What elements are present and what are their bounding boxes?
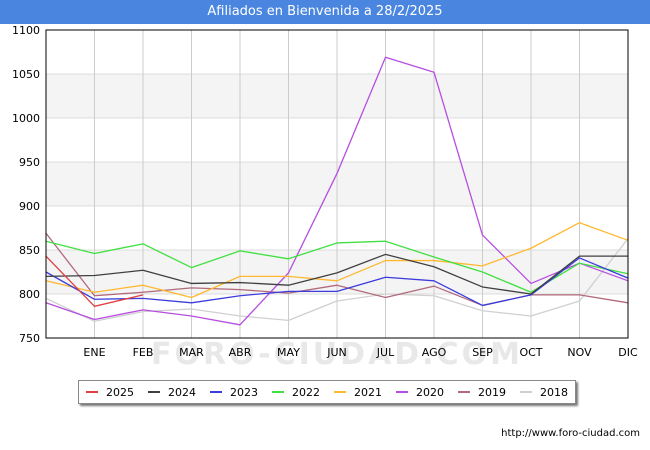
legend-swatch — [396, 391, 408, 393]
legend-item-2021: 2021 — [334, 386, 382, 399]
legend: 2025 2024 2023 2022 2021 2020 2019 2018 — [78, 380, 576, 404]
series-line-2023 — [45, 257, 629, 307]
y-tick-label: 1050 — [12, 68, 40, 81]
plot-frame — [45, 29, 629, 339]
legend-swatch — [148, 391, 160, 393]
legend-label: 2024 — [168, 385, 196, 399]
legend-item-2023: 2023 — [210, 386, 258, 399]
watermark-text: FORO-CIUDAD.COM — [151, 337, 523, 372]
legend-item-2024: 2024 — [148, 386, 196, 399]
legend-label: 2018 — [540, 385, 568, 399]
legend-label: 2022 — [292, 385, 320, 399]
y-tick-label: 950 — [19, 156, 40, 169]
legend-label: 2019 — [478, 385, 506, 399]
legend-swatch — [458, 391, 470, 393]
x-tick-label: JUN — [326, 346, 347, 359]
legend-label: 2025 — [106, 385, 134, 399]
x-tick-label: OCT — [519, 346, 542, 359]
legend-label: 2021 — [354, 385, 382, 399]
source-url[interactable]: http://www.foro-ciudad.com — [501, 428, 640, 439]
legend-label: 2023 — [230, 385, 258, 399]
legend-swatch — [272, 391, 284, 393]
legend-swatch — [210, 391, 222, 393]
legend-item-2020: 2020 — [396, 386, 444, 399]
x-tick-label: NOV — [567, 346, 592, 359]
x-tick-label: MAY — [277, 346, 300, 359]
x-tick-label: JUL — [376, 346, 395, 359]
y-tick-label: 800 — [19, 288, 40, 301]
legend-item-2018: 2018 — [520, 386, 568, 399]
series-line-2024 — [45, 253, 628, 295]
series-line-2018 — [45, 238, 629, 322]
y-tick-label: 1100 — [12, 24, 40, 37]
legend-item-2019: 2019 — [458, 386, 506, 399]
series-line-2022 — [45, 240, 629, 293]
x-tick-label: FEB — [133, 346, 154, 359]
legend-item-2022: 2022 — [272, 386, 320, 399]
chart-title: Afiliados en Bienvenida a 28/2/2025 — [0, 0, 650, 24]
legend-swatch — [334, 391, 346, 393]
series-line-2020 — [45, 56, 629, 326]
y-tick-label: 850 — [19, 244, 40, 257]
x-tick-label: MAR — [179, 346, 204, 359]
y-tick-label: 900 — [19, 200, 40, 213]
x-tick-label: ABR — [229, 346, 252, 359]
x-tick-label: ENE — [83, 346, 105, 359]
y-tick-label: 750 — [19, 332, 40, 345]
series-line-2025 — [45, 255, 144, 307]
legend-label: 2020 — [416, 385, 444, 399]
y-tick-label: 1000 — [12, 112, 40, 125]
legend-item-2025: 2025 — [86, 386, 134, 399]
series-line-2021 — [45, 222, 629, 299]
legend-swatch — [86, 391, 98, 393]
x-tick-label: AGO — [422, 346, 447, 359]
legend-swatch — [520, 391, 532, 393]
x-tick-label: SEP — [472, 346, 493, 359]
x-tick-label: DIC — [618, 346, 638, 359]
